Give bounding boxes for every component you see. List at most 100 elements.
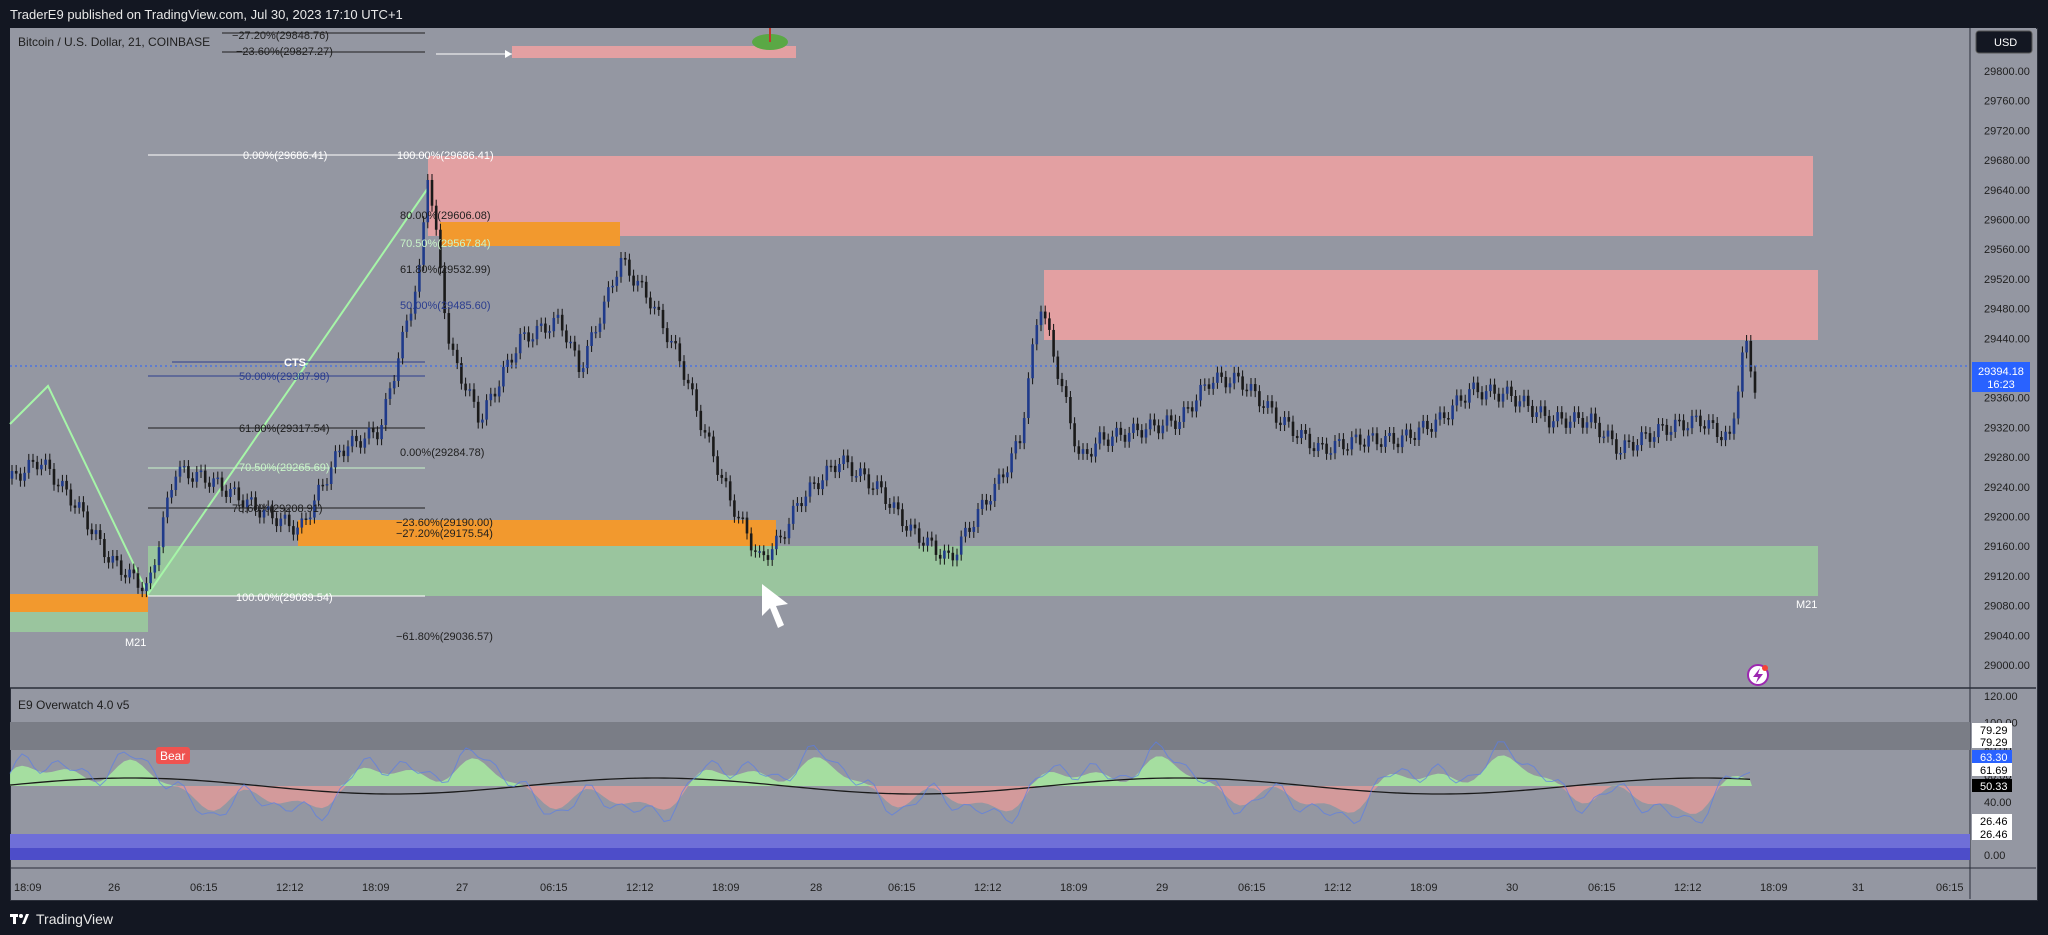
- fib-l100: 100.00%(29089.54): [236, 592, 333, 604]
- time-tick: 18:09: [1760, 882, 1788, 894]
- oscillator-area-negative: [10, 786, 1752, 814]
- candle-body: [1459, 395, 1463, 401]
- time-tick: 18:09: [1410, 882, 1438, 894]
- time-tick: 06:15: [1936, 882, 1964, 894]
- candle-body: [527, 332, 530, 342]
- candle-body: [460, 363, 463, 384]
- candle-body: [1140, 430, 1144, 438]
- price-tick: 29360.00: [1984, 393, 2030, 405]
- candle-body: [565, 330, 568, 343]
- candle-body: [770, 549, 774, 560]
- demand-zone: [148, 546, 1818, 596]
- candle-body: [552, 317, 556, 332]
- candle-body: [1098, 432, 1102, 444]
- candle-body: [838, 464, 841, 473]
- candle-body: [1451, 405, 1454, 420]
- candle-body: [1497, 393, 1501, 402]
- price-tick: 29080.00: [1984, 601, 2030, 613]
- candle-body: [1396, 443, 1400, 448]
- price-tick: 29680.00: [1984, 155, 2030, 167]
- candle-body: [1111, 436, 1114, 446]
- candle-body: [1531, 405, 1534, 417]
- candle-body: [1699, 415, 1702, 427]
- indicator-legend[interactable]: E9 Overwatch 4.0 v5: [18, 698, 130, 712]
- candle-body: [1379, 444, 1383, 447]
- candle-body: [90, 529, 94, 535]
- candle-body: [401, 331, 404, 359]
- candle-body: [300, 518, 304, 528]
- candle-body: [40, 464, 43, 470]
- candle-body: [1207, 384, 1211, 389]
- price-tick: 29200.00: [1984, 512, 2030, 524]
- orderblock-top: [440, 222, 620, 246]
- candle-body: [187, 466, 190, 479]
- candle-body: [329, 467, 333, 484]
- candle-body: [993, 483, 997, 502]
- currency-button[interactable]: [1975, 30, 2033, 54]
- fib-l50: 50.00%(29387.98): [239, 371, 330, 383]
- lightning-icon[interactable]: [1747, 664, 1769, 686]
- candle-body: [514, 353, 518, 363]
- candle-body: [682, 361, 686, 380]
- candle-body: [1270, 401, 1274, 408]
- candle-body: [250, 497, 253, 500]
- candle-body: [1547, 415, 1551, 428]
- candle-body: [283, 514, 287, 519]
- candle-body: [913, 524, 917, 529]
- candle-body: [1610, 430, 1614, 440]
- fib-right-100: 100.00%(29686.41): [397, 150, 494, 162]
- candle-body: [1127, 432, 1131, 442]
- tradingview-logo[interactable]: TradingView: [10, 911, 113, 927]
- fib-labels: −27.20%(29848.76) −23.60%(29827.27) 0.00…: [125, 30, 1817, 649]
- candle-body: [224, 490, 228, 497]
- candle-body: [1707, 420, 1711, 429]
- candle-body: [1195, 400, 1198, 412]
- footer-brand: TradingView: [36, 911, 114, 927]
- candle-body: [363, 438, 367, 448]
- symbol-legend[interactable]: Bitcoin / U.S. Dollar, 21, COINBASE: [18, 35, 210, 49]
- candle-body: [611, 285, 614, 288]
- candle-body: [128, 569, 131, 578]
- candle-body: [804, 496, 808, 507]
- candle-body: [23, 472, 26, 481]
- candle-body: [1291, 421, 1295, 436]
- candle-body: [1161, 425, 1165, 434]
- candle-body: [657, 306, 661, 310]
- candle-body: [745, 517, 749, 534]
- oscillator-signal-line: [9, 741, 1751, 825]
- candle-body: [728, 481, 732, 501]
- candle-body: [489, 393, 493, 401]
- candle-body: [237, 487, 241, 501]
- candle-body: [1006, 472, 1009, 478]
- candle-body: [741, 517, 745, 519]
- candle-body: [1367, 435, 1370, 447]
- fib-ext-1: −27.20%(29848.76): [232, 30, 329, 42]
- fib-l618: 61.80%(29317.54): [239, 423, 330, 435]
- candle-body: [1182, 407, 1186, 422]
- candle-body: [153, 565, 157, 573]
- candle-body: [623, 257, 627, 260]
- candle-body: [1426, 420, 1429, 430]
- candle-body: [535, 325, 539, 340]
- candle-body: [493, 393, 497, 397]
- indicator-tick: 40.00: [1984, 797, 2012, 809]
- candle-body: [909, 524, 913, 531]
- price-tick: 29240.00: [1984, 482, 2030, 494]
- candle-body: [800, 503, 803, 507]
- candle-body: [1703, 426, 1706, 429]
- candle-body: [1648, 433, 1652, 442]
- candle-body: [674, 340, 677, 344]
- price-tick: 29480.00: [1984, 304, 2030, 316]
- candle-body: [1035, 325, 1039, 345]
- indicator-value: 63.30: [1980, 752, 2008, 764]
- candle-body: [1018, 441, 1022, 444]
- candle-body: [1157, 425, 1160, 434]
- candle-body: [1027, 378, 1030, 418]
- candle-body: [594, 331, 598, 334]
- candle-body: [1732, 418, 1736, 434]
- candle-body: [1169, 415, 1173, 421]
- candle-body: [863, 468, 866, 475]
- candle-body: [1493, 384, 1496, 394]
- candle-body: [1119, 427, 1123, 435]
